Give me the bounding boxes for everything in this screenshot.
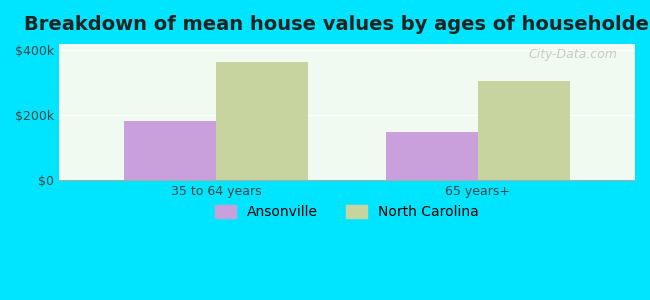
Bar [478, 81, 569, 180]
Bar [386, 132, 478, 180]
Title: Breakdown of mean house values by ages of householders: Breakdown of mean house values by ages o… [24, 15, 650, 34]
Bar [216, 62, 307, 180]
Legend: Ansonville, North Carolina: Ansonville, North Carolina [210, 200, 484, 225]
Text: City-Data.com: City-Data.com [529, 48, 617, 61]
Bar [124, 121, 216, 180]
